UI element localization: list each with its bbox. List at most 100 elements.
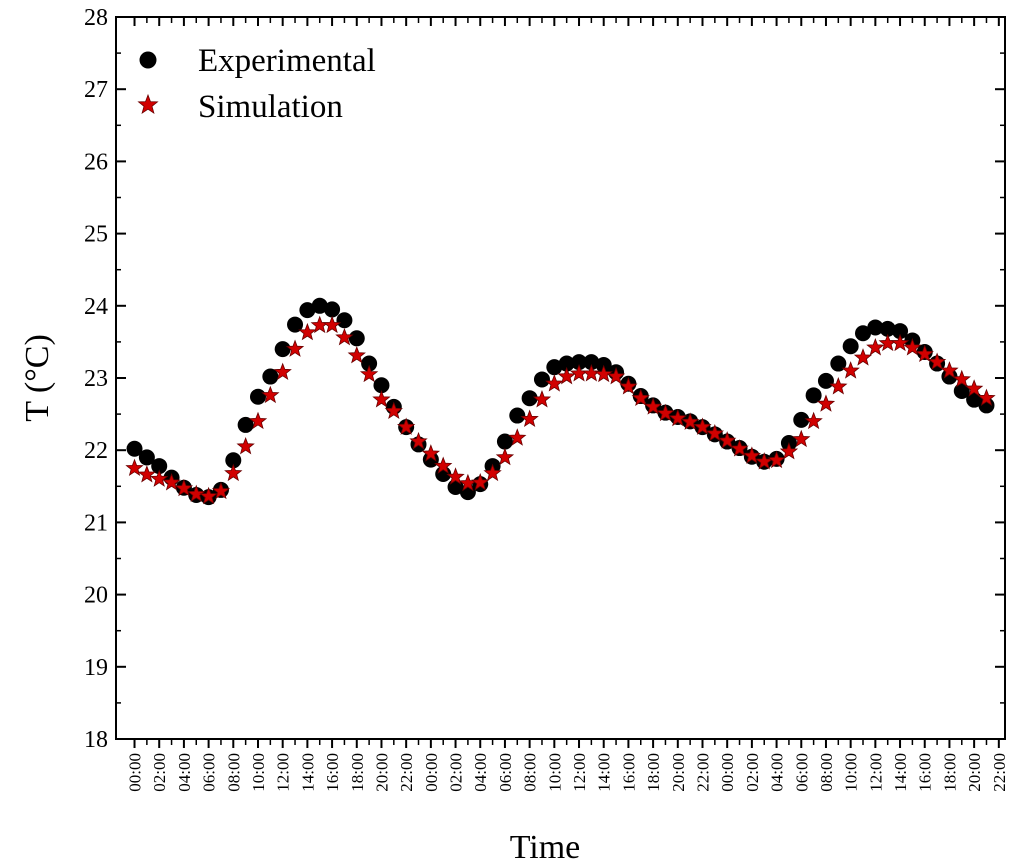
experimental-point [496,433,513,450]
simulation-point [656,403,675,422]
simulation-point [347,345,366,364]
experimental-point [274,341,291,358]
experimental-point [817,372,834,389]
x-tick-label: 22:00 [990,753,1009,792]
simulation-point [545,374,564,392]
simulation-point [434,456,453,474]
simulation-point [767,450,786,469]
simulation-point [335,327,354,346]
simulation-point [137,465,157,483]
simulation-point [421,444,441,462]
experimental-point [509,407,526,424]
simulation-point [211,481,231,500]
legend-experimental-label: Experimental [198,43,376,79]
x-tick-label: 22:00 [397,753,416,792]
x-tick-label: 14:00 [891,753,910,792]
x-tick-label: 12:00 [570,753,589,792]
y-tick-label: 20 [84,583,108,609]
experimental-point [249,388,266,405]
simulation-point [471,473,490,491]
y-tick-label: 24 [84,294,108,320]
x-axis-title: Time [510,829,581,865]
simulation-point [508,428,527,446]
simulation-point [322,315,342,334]
experimental-point [533,371,550,388]
x-tick-label: 10:00 [249,753,268,792]
simulation-point [495,447,515,466]
simulation-point [903,338,922,356]
x-tick-label: 14:00 [595,753,614,792]
simulation-point [829,377,848,395]
simulation-point [397,417,416,435]
simulation-point [125,458,144,477]
experimental-point [311,297,328,314]
simulation-point [792,429,811,448]
x-tick-label: 04:00 [175,753,194,792]
simulation-point [236,436,255,455]
legend-experimental-marker [139,51,157,69]
simulation-point [668,408,687,427]
x-tick-label: 02:00 [447,753,466,792]
simulation-point [742,446,762,464]
simulation-point [619,377,638,395]
simulation-point [915,344,934,362]
y-tick-label: 22 [84,438,108,464]
x-tick-label: 14:00 [298,753,317,792]
simulation-point [298,322,317,341]
x-tick-label: 16:00 [323,753,342,792]
simulation-point [964,379,984,397]
x-axis-ticks: 00:00 02:00 04:00 06:00 08:00 10:00 12:00 14:00… [126,17,1009,792]
simulation-point [816,394,836,412]
experimental-point [793,411,810,428]
simulation-point [606,366,626,385]
simulation-point [446,467,465,485]
x-tick-label: 12:00 [866,753,885,792]
simulation-point [409,431,428,450]
simulation-point [940,361,959,379]
simulation-point [680,412,700,430]
simulation-point [224,463,243,482]
experimental-point [299,302,316,319]
simulation-point [927,352,947,370]
experimental-point [558,355,575,372]
simulation-point [273,362,292,381]
simulation-point [631,388,650,407]
experimental-series [126,297,995,506]
experimental-point [953,382,970,399]
experimental-point [879,320,896,337]
x-tick-label: 18:00 [644,753,663,792]
experimental-point [262,368,279,385]
x-tick-label: 04:00 [471,753,490,792]
x-tick-label: 20:00 [669,753,688,792]
experimental-point [138,449,155,466]
simulation-point [643,397,663,415]
x-tick-label: 16:00 [619,753,638,792]
simulation-point [890,333,910,352]
experimental-point [571,354,588,371]
simulation-point [174,478,194,497]
simulation-point [261,385,280,404]
simulation-point [483,463,502,482]
simulation-point [952,369,971,388]
simulation-point [841,361,860,379]
simulation-point [162,473,181,491]
experimental-point [361,355,378,372]
x-tick-label: 18:00 [348,753,367,792]
simulation-point [853,348,873,366]
y-tick-label: 21 [84,510,108,536]
simulation-point [779,442,799,460]
y-tick-label: 25 [84,222,108,248]
x-tick-label: 12:00 [274,753,293,792]
experimental-point [855,325,872,342]
y-axis-ticks: 18 19 20 21 22 23 24 25 26 27 28 [84,5,1005,753]
simulation-point [977,388,996,407]
x-tick-label: 08:00 [224,753,243,792]
simulation-point [866,338,885,356]
experimental-point [373,377,390,394]
simulation-point [594,364,613,383]
simulation-point [532,390,552,408]
x-tick-label: 08:00 [817,753,836,792]
legend-simulation-marker [137,93,159,115]
simulation-point [557,366,576,385]
